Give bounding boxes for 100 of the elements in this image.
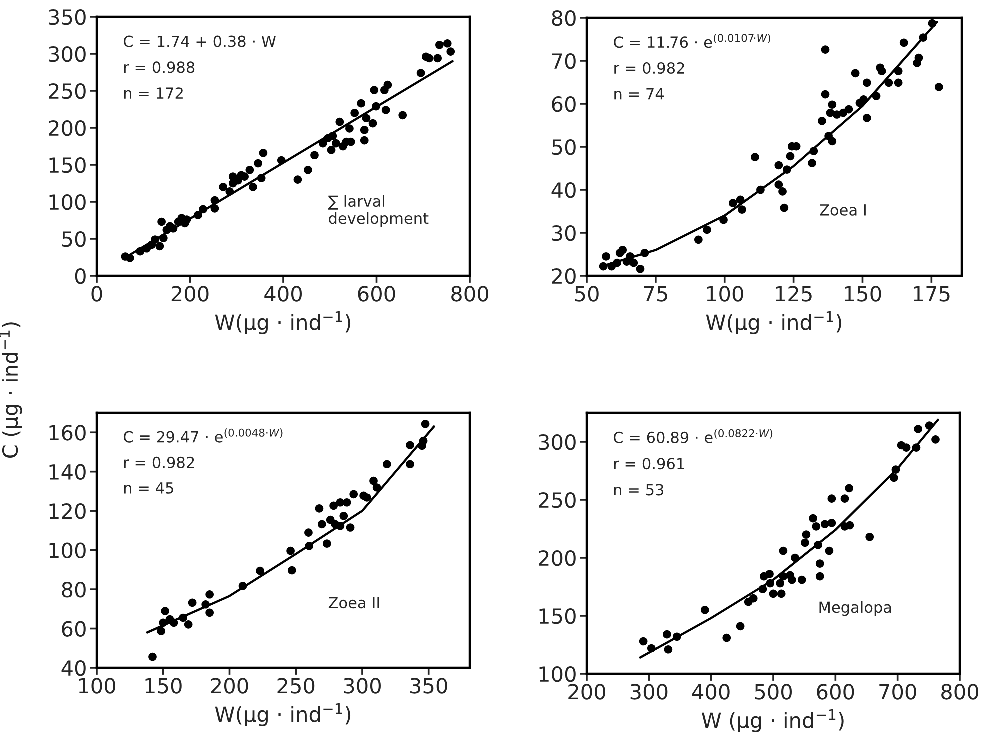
point (851, 69, 860, 78)
annotation: r = 0.982 (124, 456, 194, 468)
point (315, 504, 324, 513)
point (703, 226, 712, 234)
y-tick-label: 300 (539, 434, 576, 450)
y-tick-label: 250 (49, 83, 86, 100)
y-tick-label: 80 (62, 582, 86, 598)
point (636, 264, 645, 274)
annotation: n = 74 (614, 88, 664, 100)
y-tick-label: 160 (50, 425, 86, 441)
point (318, 520, 326, 529)
point (722, 634, 732, 642)
point (902, 444, 911, 452)
point (786, 152, 795, 161)
point (383, 460, 392, 469)
annotation: C = 60.89 · e$^{(0.0822·W)}$ (614, 429, 773, 444)
point (866, 532, 874, 542)
y-tick-label: 250 (539, 492, 576, 508)
x-axis-title: W(µg · ind$^{−1}$) (706, 311, 842, 334)
point (694, 236, 703, 244)
y-tick-label: 150 (50, 157, 86, 174)
annotation: r = 0.982 (614, 62, 684, 74)
y-tick-label: 40 (62, 660, 86, 676)
point (602, 252, 610, 261)
point (330, 502, 338, 510)
point (798, 576, 806, 584)
point (844, 105, 854, 114)
point (777, 590, 786, 598)
point (728, 199, 738, 208)
x-tick-label: 800 (452, 286, 488, 302)
x-tick-label: 300 (630, 684, 668, 700)
point (749, 594, 758, 603)
point (350, 490, 358, 499)
y-tick-label: 350 (49, 9, 86, 26)
x-axis-title: W(µg · ind$^{−1}$) (215, 703, 351, 726)
x-tick-label: 200 (211, 678, 248, 694)
point (736, 622, 745, 631)
point (816, 560, 824, 568)
point (664, 645, 673, 654)
point (808, 159, 816, 168)
point (157, 627, 166, 636)
x-tick-label: 100 (707, 286, 744, 302)
line-series (639, 418, 940, 659)
point (914, 425, 923, 434)
x-tick-label: 75 (644, 286, 668, 302)
point (421, 420, 430, 428)
y-tick-label: 100 (50, 194, 86, 210)
point (161, 607, 170, 616)
point (774, 180, 784, 190)
annotation: C = 11.76 · e$^{(0.0107·W)}$ (614, 34, 771, 48)
point (845, 484, 854, 493)
y-tick-label: 200 (539, 550, 576, 566)
point (840, 494, 850, 504)
point (818, 117, 826, 126)
point (862, 114, 872, 122)
point (774, 161, 784, 170)
point (700, 606, 710, 614)
point (816, 572, 824, 581)
x-tick-label: 400 (692, 684, 730, 700)
point (188, 598, 197, 608)
x-tick-label: 50 (575, 286, 599, 302)
point (821, 46, 830, 54)
point (894, 78, 903, 88)
x-tick-label: 300 (344, 678, 381, 694)
point (769, 590, 778, 598)
y-tick-label: 30 (552, 225, 576, 242)
point (776, 579, 785, 588)
annotation: Zoea I (820, 204, 866, 216)
point (639, 637, 648, 646)
point (286, 546, 295, 556)
point (288, 566, 296, 575)
point (828, 519, 836, 528)
y-tick-label: 300 (49, 46, 86, 62)
point (820, 520, 830, 529)
point (878, 67, 886, 76)
y-tick-label: 120 (50, 504, 86, 520)
point (801, 538, 810, 548)
point (914, 54, 924, 62)
annotation: ∑ larval development (328, 195, 429, 228)
point (862, 78, 872, 88)
x-tick-label: 0 (92, 286, 102, 302)
point (346, 524, 355, 532)
x-tick-label: 250 (278, 678, 315, 694)
point (148, 652, 157, 662)
y-tick-label: 40 (552, 182, 576, 198)
y-tick-label: 60 (552, 96, 576, 112)
x-tick-label: 400 (264, 286, 302, 302)
annotation: Megalopa (820, 601, 892, 616)
point (323, 540, 332, 548)
point (256, 566, 264, 576)
point (825, 546, 834, 556)
point (630, 258, 638, 268)
point (406, 441, 414, 450)
point (184, 620, 193, 629)
x-tick-label: 200 (172, 286, 209, 302)
x-tick-label: 500 (755, 684, 792, 700)
x-axis-title: W (µg · ind$^{−1}$) (702, 709, 844, 732)
point (812, 522, 821, 531)
point (821, 90, 830, 99)
y-tick-label: 60 (62, 621, 86, 637)
